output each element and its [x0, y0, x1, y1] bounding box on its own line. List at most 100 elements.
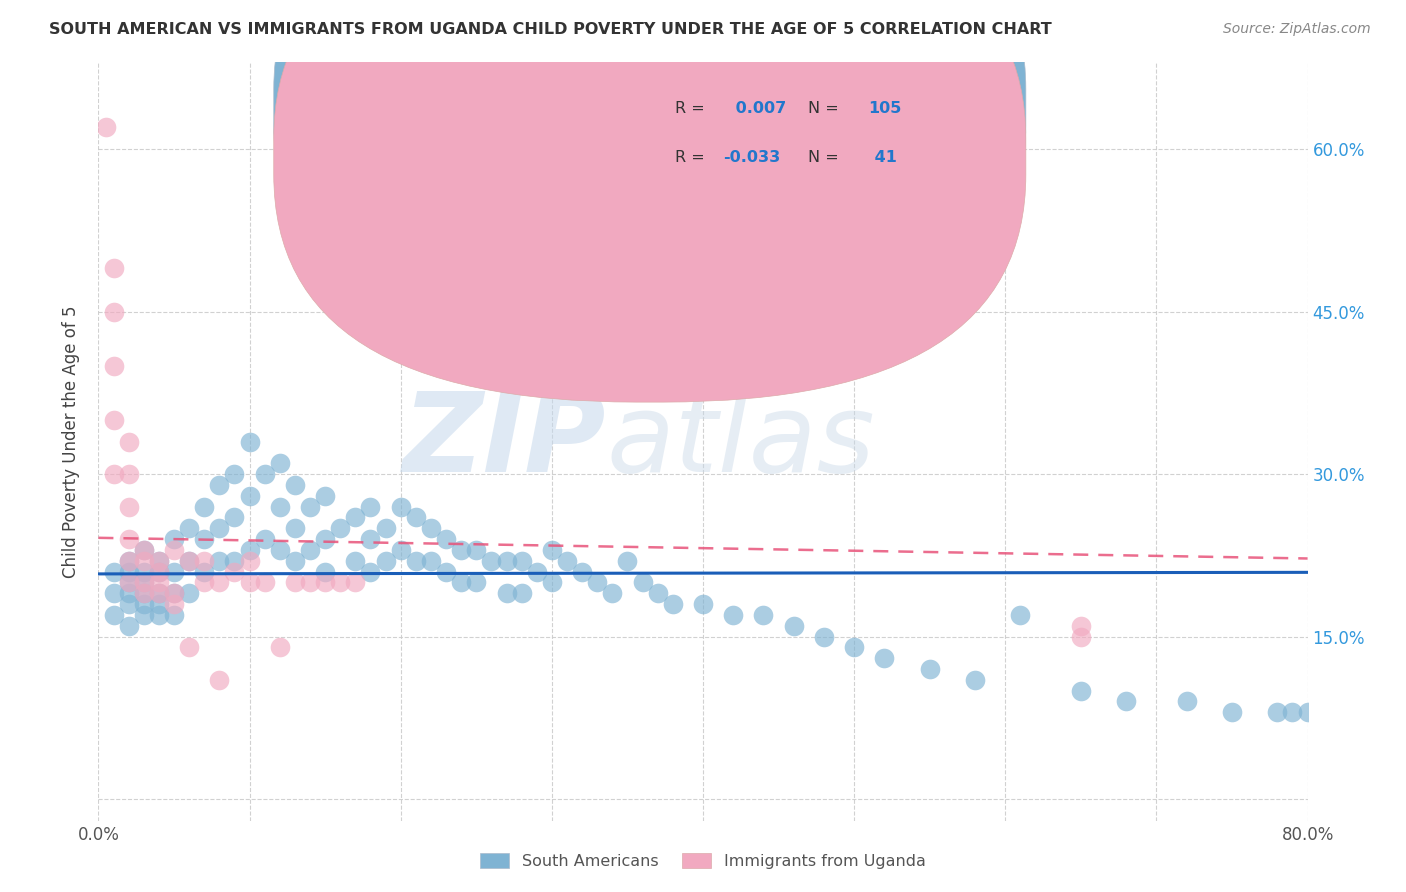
Point [163, 565, 186, 579]
Point [118, 618, 141, 632]
Point [360, 532, 382, 546]
Point [269, 640, 291, 655]
Point [239, 575, 262, 590]
Text: -0.033: -0.033 [724, 151, 780, 166]
Point [329, 521, 352, 535]
FancyBboxPatch shape [619, 81, 939, 191]
Point [103, 413, 125, 427]
Point [844, 640, 866, 655]
Point [239, 434, 262, 449]
Point [284, 521, 307, 535]
Point [405, 554, 427, 568]
Text: N =: N = [808, 102, 844, 116]
Point [179, 521, 201, 535]
Point [193, 565, 215, 579]
Point [148, 607, 170, 622]
Point [783, 618, 806, 632]
Point [118, 467, 141, 481]
Point [631, 575, 654, 590]
Point [1070, 618, 1092, 632]
Point [1220, 706, 1243, 720]
Point [118, 565, 141, 579]
Text: Source: ZipAtlas.com: Source: ZipAtlas.com [1223, 22, 1371, 37]
Point [540, 575, 562, 590]
Point [344, 554, 367, 568]
Point [163, 532, 186, 546]
Point [179, 586, 201, 600]
Point [132, 554, 155, 568]
Point [179, 554, 201, 568]
Point [163, 586, 186, 600]
Text: R =: R = [675, 102, 710, 116]
Point [118, 532, 141, 546]
Point [284, 554, 307, 568]
Point [269, 500, 291, 514]
Point [208, 478, 231, 492]
Point [132, 542, 155, 557]
Point [118, 597, 141, 611]
Point [360, 500, 382, 514]
Point [103, 467, 125, 481]
Text: SOUTH AMERICAN VS IMMIGRANTS FROM UGANDA CHILD POVERTY UNDER THE AGE OF 5 CORREL: SOUTH AMERICAN VS IMMIGRANTS FROM UGANDA… [49, 22, 1052, 37]
Point [602, 586, 624, 600]
Point [314, 532, 336, 546]
Point [103, 565, 125, 579]
Point [465, 575, 488, 590]
Point [132, 542, 155, 557]
Point [148, 554, 170, 568]
Point [571, 565, 593, 579]
Point [692, 597, 714, 611]
Point [465, 542, 488, 557]
Point [132, 565, 155, 579]
Text: 41: 41 [869, 151, 897, 166]
Point [405, 510, 427, 524]
Point [193, 554, 215, 568]
Point [1070, 630, 1092, 644]
Point [873, 651, 896, 665]
FancyBboxPatch shape [274, 0, 1026, 353]
Point [179, 554, 201, 568]
FancyBboxPatch shape [274, 0, 1026, 402]
Point [420, 521, 443, 535]
Point [94, 120, 117, 135]
Point [132, 586, 155, 600]
Point [193, 532, 215, 546]
Point [389, 542, 412, 557]
Legend: South Americans, Immigrants from Uganda: South Americans, Immigrants from Uganda [474, 847, 932, 875]
Text: N =: N = [808, 151, 844, 166]
Text: R =: R = [675, 151, 710, 166]
Point [344, 510, 367, 524]
Point [118, 575, 141, 590]
Point [299, 542, 322, 557]
Point [118, 586, 141, 600]
Point [360, 565, 382, 579]
Point [103, 586, 125, 600]
Point [148, 565, 170, 579]
Point [148, 586, 170, 600]
Point [103, 607, 125, 622]
Point [586, 575, 609, 590]
Point [1281, 706, 1303, 720]
Point [1070, 683, 1092, 698]
Point [193, 575, 215, 590]
Point [163, 607, 186, 622]
Point [148, 565, 170, 579]
Point [510, 586, 533, 600]
Text: 0.007: 0.007 [730, 102, 786, 116]
Point [224, 565, 246, 579]
Point [208, 554, 231, 568]
Point [253, 467, 276, 481]
Point [329, 575, 352, 590]
Point [299, 500, 322, 514]
Point [495, 586, 517, 600]
Point [555, 554, 578, 568]
Point [179, 640, 201, 655]
Point [965, 673, 987, 687]
Point [374, 521, 396, 535]
Point [1010, 607, 1032, 622]
Point [103, 304, 125, 318]
Point [103, 359, 125, 373]
Point [118, 554, 141, 568]
Point [208, 521, 231, 535]
Point [752, 607, 775, 622]
